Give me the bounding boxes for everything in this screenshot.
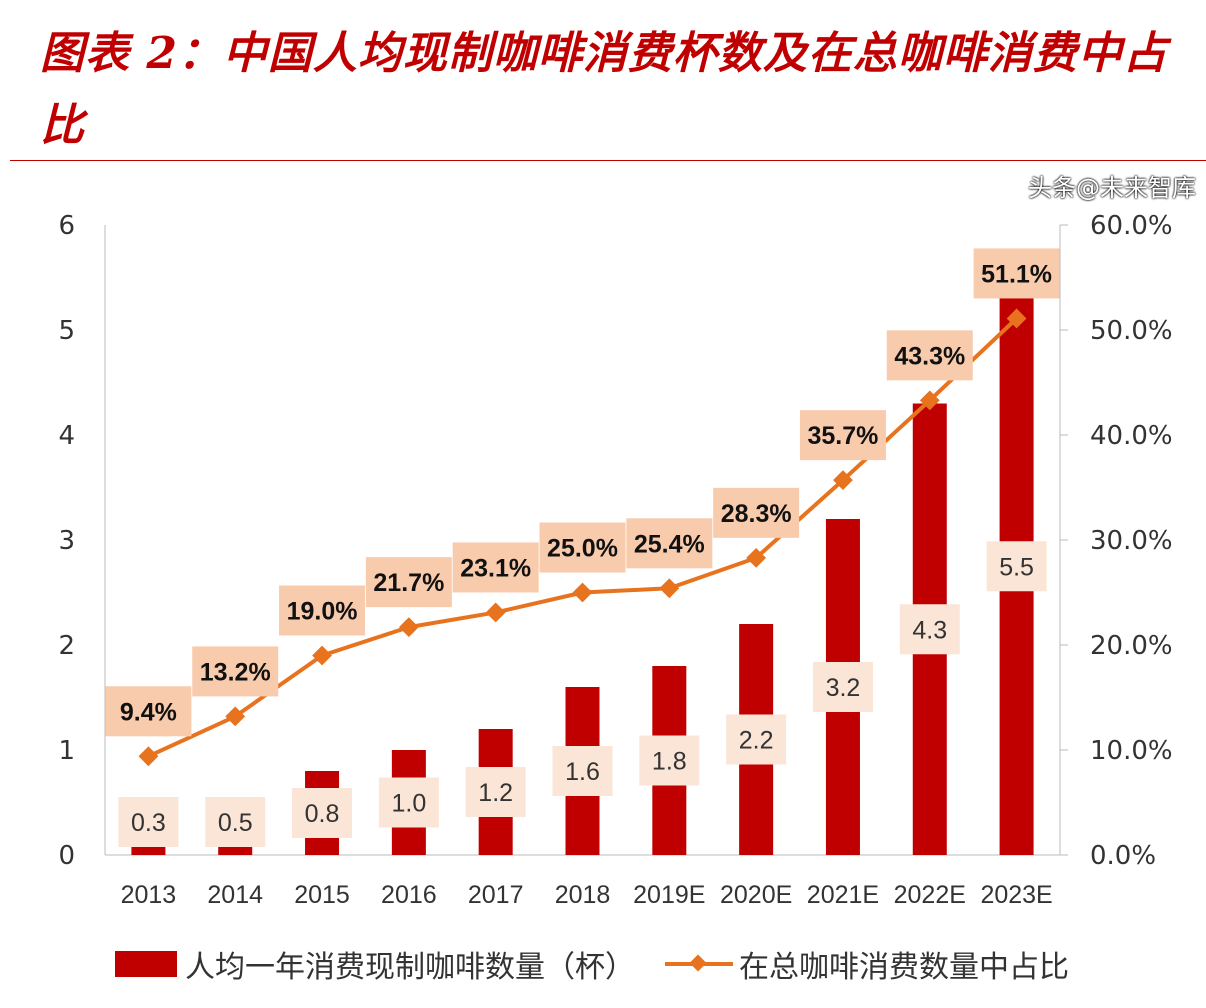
line-marker (572, 582, 593, 603)
line-data-label: 9.4% (120, 698, 177, 726)
line-data-label: 25.4% (634, 530, 705, 558)
legend-line-swatch (665, 949, 733, 979)
bar-data-label: 2.2 (739, 727, 774, 755)
line-data-label: 13.2% (200, 658, 271, 686)
bar-label-bg (292, 788, 353, 838)
bar-label-bg (465, 767, 526, 817)
line-marker (919, 390, 940, 411)
bar-label-bg (812, 662, 873, 712)
line-label-bg (886, 330, 973, 381)
watermark: 头条@未来智库 (1028, 174, 1196, 202)
x-tick-label: 2023E (980, 881, 1052, 909)
left-tick-label: 0 (58, 841, 75, 871)
line-marker (398, 617, 419, 638)
line-label-bg (279, 585, 366, 636)
line-marker (746, 547, 767, 568)
legend-line-label: 在总咖啡消费数量中占比 (739, 950, 1069, 985)
line-data-label: 51.1% (981, 260, 1052, 288)
bar-data-label: 1.6 (565, 758, 600, 786)
bar-label-bg (552, 746, 613, 796)
line-label-bg (973, 248, 1060, 299)
line-label-bg (365, 557, 452, 608)
bar-data-label: 5.5 (999, 553, 1034, 581)
right-tick-label: 0.0% (1090, 841, 1156, 871)
bar-data-label: 4.3 (912, 616, 947, 644)
line-data-label: 43.3% (894, 342, 965, 370)
line-label-bg (626, 518, 713, 569)
bar-data-label: 0.8 (305, 800, 340, 828)
x-tick-label: 2013 (121, 881, 177, 909)
legend-bar-swatch (115, 951, 177, 977)
line-data-label: 35.7% (808, 422, 879, 450)
chart: 01234560.0%10.0%20.0%30.0%40.0%50.0%60.0… (58, 211, 1173, 909)
right-tick-label: 60.0% (1090, 211, 1173, 241)
title-divider (10, 160, 1206, 161)
x-tick-label: 2018 (555, 881, 611, 909)
line-data-label: 23.1% (460, 554, 531, 582)
right-tick-label: 50.0% (1090, 316, 1173, 346)
bar-label-bg (639, 735, 700, 786)
line-marker (312, 645, 332, 666)
line-data-label: 28.3% (721, 500, 792, 528)
right-tick-label: 20.0% (1090, 631, 1173, 661)
bar-data-label: 1.0 (391, 790, 426, 818)
bar-data-label: 1.2 (478, 779, 513, 807)
bar-data-label: 0.3 (131, 809, 166, 837)
line-label-bg (539, 522, 626, 573)
bar-label-bg (899, 604, 960, 655)
bar-label-bg (118, 797, 179, 847)
left-tick-label: 3 (58, 526, 75, 556)
x-tick-label: 2015 (294, 881, 350, 909)
bar-label-bg (378, 777, 439, 828)
x-tick-label: 2022E (894, 881, 966, 909)
bar-label-bg (205, 797, 266, 847)
bar-data-label: 0.5 (218, 809, 253, 837)
right-tick-label: 30.0% (1090, 526, 1173, 556)
x-tick-label: 2014 (207, 881, 263, 909)
x-tick-label: 2016 (381, 881, 437, 909)
left-tick-label: 2 (58, 631, 75, 661)
line-marker (1006, 308, 1027, 329)
line-marker (485, 602, 506, 623)
right-tick-label: 10.0% (1090, 736, 1173, 766)
chart-title: 图表 2：中国人均现制咖啡消费杯数及在总咖啡消费中占比 (40, 28, 1168, 151)
x-tick-label: 2019E (633, 881, 705, 909)
line-marker (138, 746, 159, 767)
left-tick-label: 4 (58, 421, 75, 451)
line-label-bg (713, 487, 800, 538)
x-tick-label: 2020E (720, 881, 792, 909)
line-data-label: 21.7% (373, 569, 444, 597)
line-marker (833, 470, 853, 491)
line-label-bg (105, 686, 192, 737)
right-tick-label: 40.0% (1090, 421, 1173, 451)
left-tick-label: 1 (58, 736, 75, 766)
bar-label-bg (986, 541, 1047, 592)
bar-data-label: 1.8 (652, 748, 687, 776)
line-label-bg (799, 410, 886, 461)
x-tick-label: 2017 (468, 881, 524, 909)
x-tick-label: 2021E (807, 881, 879, 909)
bar-label-bg (726, 714, 787, 765)
left-tick-label: 6 (58, 211, 75, 241)
line-label-bg (192, 646, 279, 697)
line-data-label: 25.0% (547, 535, 618, 563)
bar-data-label: 3.2 (826, 674, 861, 702)
legend: 人均一年消费现制咖啡数量（杯） 在总咖啡消费数量中占比 (115, 942, 1069, 986)
left-tick-label: 5 (58, 316, 75, 346)
legend-bar-label: 人均一年消费现制咖啡数量（杯） (185, 950, 635, 985)
line-label-bg (452, 542, 539, 593)
line-marker (659, 578, 680, 599)
line-data-label: 19.0% (287, 598, 358, 626)
